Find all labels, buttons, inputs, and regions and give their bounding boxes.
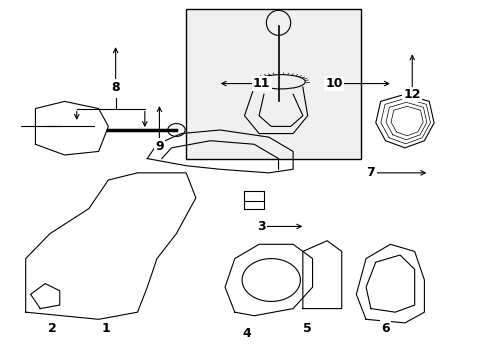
Text: 9: 9 [155,140,163,153]
Text: 6: 6 [381,322,389,335]
Text: 11: 11 [252,77,270,90]
Text: 4: 4 [242,327,251,340]
Text: 5: 5 [303,322,311,335]
Text: 12: 12 [403,88,420,101]
Bar [186,9,361,158]
Text: 10: 10 [325,77,343,90]
Text: 8: 8 [111,81,120,94]
Text: 3: 3 [257,220,265,233]
Text: 2: 2 [48,322,57,335]
Text: 7: 7 [366,166,374,179]
Text: 1: 1 [102,322,110,335]
